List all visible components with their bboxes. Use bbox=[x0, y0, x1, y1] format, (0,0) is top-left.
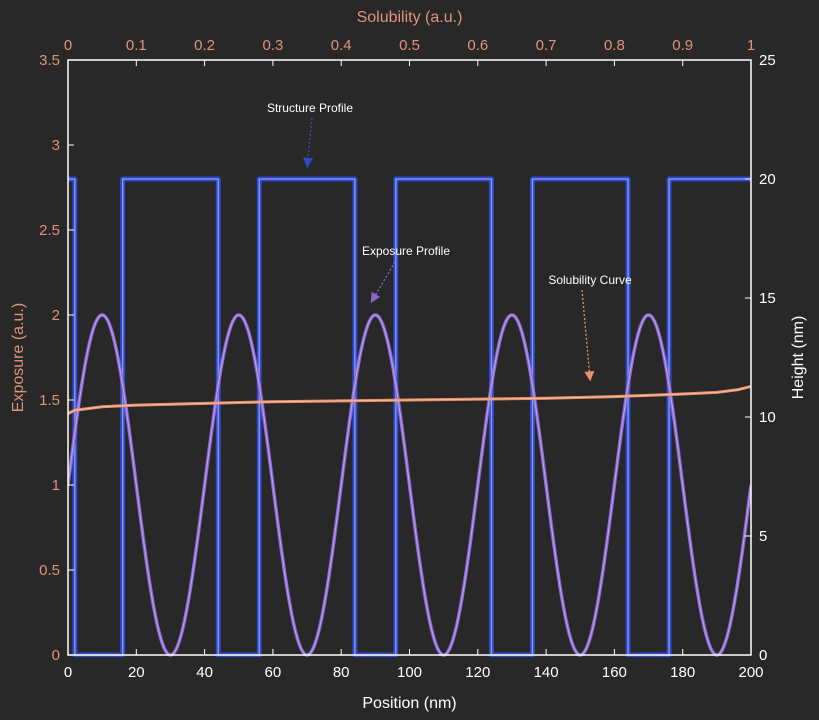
x-top-tick-label: 0.9 bbox=[672, 37, 693, 54]
x2-axis-title: Solubility (a.u.) bbox=[357, 9, 463, 26]
y-left-tick-label: 3.5 bbox=[39, 52, 60, 69]
x-top-tick-label: 0.7 bbox=[536, 37, 557, 54]
y-right-tick-label: 20 bbox=[759, 171, 776, 188]
y-left-tick-label: 2 bbox=[52, 307, 60, 324]
x-bottom-tick-label: 140 bbox=[534, 664, 559, 681]
x-top-tick-label: 0.4 bbox=[331, 37, 352, 54]
x-bottom-tick-label: 0 bbox=[64, 664, 72, 681]
plot-frame bbox=[67, 59, 752, 656]
x-top-tick-label: 0.2 bbox=[194, 37, 215, 54]
y2-axis-title: Height (nm) bbox=[790, 316, 807, 400]
x-bottom-tick-label: 200 bbox=[738, 664, 763, 681]
annotation-arrow-head bbox=[370, 291, 381, 303]
x-top-tick-label: 0.8 bbox=[604, 37, 625, 54]
y-left-tick-label: 1 bbox=[52, 477, 60, 494]
x-bottom-tick-label: 100 bbox=[397, 664, 422, 681]
annotation-arrow-head bbox=[303, 157, 314, 168]
y-left-tick-label: 1.5 bbox=[39, 392, 60, 409]
y-right-tick-label: 25 bbox=[759, 52, 776, 69]
x-top-tick-label: 0.6 bbox=[467, 37, 488, 54]
x-bottom-tick-label: 80 bbox=[333, 664, 350, 681]
x-top-tick-label: 0 bbox=[64, 37, 72, 54]
y-right-tick-label: 15 bbox=[759, 290, 776, 307]
annotation-arrow-head bbox=[584, 370, 595, 382]
x-top-tick-label: 0.1 bbox=[126, 37, 147, 54]
y-left-tick-label: 2.5 bbox=[39, 222, 60, 239]
annotation-label: Structure Profile bbox=[267, 101, 353, 115]
x-top-tick-label: 1 bbox=[747, 37, 755, 54]
y-right-tick-label: 0 bbox=[759, 647, 767, 664]
y-axis-title: Exposure (a.u.) bbox=[10, 303, 27, 412]
annotation-arrow-line bbox=[581, 289, 591, 382]
x-bottom-tick-label: 20 bbox=[128, 664, 145, 681]
x-axis-title: Position (nm) bbox=[362, 695, 456, 712]
x-bottom-tick-label: 120 bbox=[465, 664, 490, 681]
x-bottom-tick-label: 40 bbox=[196, 664, 213, 681]
solubility-curve-highlight bbox=[68, 386, 751, 414]
x-top-tick-label: 0.3 bbox=[262, 37, 283, 54]
y-right-tick-label: 10 bbox=[759, 409, 776, 426]
y-left-tick-label: 3 bbox=[52, 137, 60, 154]
annotation-layer: Structure Profile Exposure Profile Solubil… bbox=[267, 101, 632, 382]
x-bottom-tick-label: 60 bbox=[265, 664, 282, 681]
y-left-tick-label: 0.5 bbox=[39, 562, 60, 579]
exposure-profile-highlight bbox=[68, 314, 751, 656]
x-bottom-tick-label: 160 bbox=[602, 664, 627, 681]
annotation-label: Solubility Curve bbox=[548, 273, 632, 287]
y-right-tick-label: 5 bbox=[759, 528, 767, 545]
y-left-tick-label: 0 bbox=[52, 647, 60, 664]
annotation-label: Exposure Profile bbox=[362, 244, 450, 258]
x-bottom-tick-label: 180 bbox=[670, 664, 695, 681]
x-top-tick-label: 0.5 bbox=[399, 37, 420, 54]
